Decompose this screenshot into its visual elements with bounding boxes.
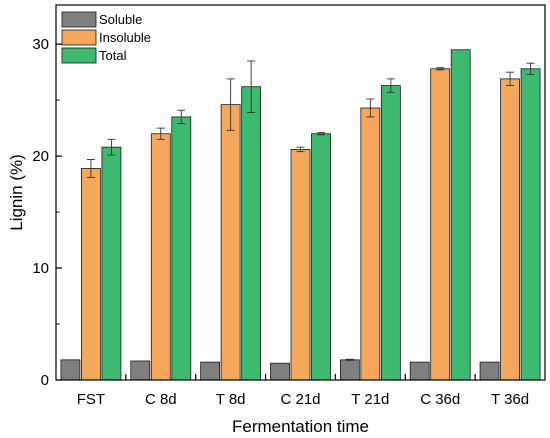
legend-label-soluble: Soluble	[99, 12, 142, 27]
error-bar-insoluble-0	[86, 159, 95, 178]
x-tick-label-5: C 36d	[420, 391, 460, 408]
bar-insoluble-6	[500, 78, 520, 381]
x-tick-label-1: C 8d	[145, 391, 177, 408]
y-tick-label-30: 30	[32, 36, 49, 53]
bar-insoluble-4	[360, 107, 381, 381]
error-bar-total-1	[177, 109, 186, 125]
legend-swatch-total	[61, 47, 97, 64]
bar-soluble-4	[339, 359, 360, 381]
x-tick-label-0: FST	[77, 391, 105, 408]
bar-total-2	[241, 86, 262, 381]
error-bar-insoluble-5	[436, 67, 445, 71]
error-bar-insoluble-4	[366, 98, 375, 118]
x-axis-title: Fermentation time	[232, 417, 369, 436]
error-bar-insoluble-6	[506, 71, 515, 87]
bar-soluble-1	[130, 360, 151, 381]
bar-insoluble-1	[150, 133, 171, 381]
bar-total-4	[380, 85, 401, 381]
bar-soluble-6	[479, 361, 500, 381]
error-bar-total-2	[247, 60, 256, 113]
error-bar-total-4	[386, 78, 395, 93]
chart-marks	[60, 49, 541, 381]
x-tick-label-6: T 36d	[491, 391, 529, 408]
error-bar-insoluble-3	[296, 146, 305, 153]
legend-swatch-soluble	[61, 11, 97, 28]
y-tick-label-10: 10	[32, 260, 49, 277]
error-bar-soluble-4	[345, 358, 354, 361]
bar-total-0	[101, 146, 122, 381]
bar-insoluble-0	[81, 168, 101, 381]
bar-total-6	[520, 68, 541, 381]
error-bar-total-0	[107, 138, 116, 156]
error-bar-total-3	[317, 132, 325, 136]
y-tick-label-0: 0	[41, 372, 49, 389]
bar-insoluble-5	[430, 68, 451, 381]
y-tick-label-20: 20	[32, 148, 49, 165]
bar-insoluble-2	[220, 104, 241, 381]
error-bar-insoluble-1	[156, 127, 165, 140]
bar-insoluble-3	[290, 149, 311, 381]
chart-legend: Soluble Insoluble Total	[61, 11, 151, 64]
legend-label-insoluble: Insoluble	[99, 30, 151, 45]
bar-soluble-3	[270, 362, 290, 381]
legend-swatch-insoluble	[61, 29, 97, 46]
bar-total-1	[171, 116, 192, 381]
bar-soluble-0	[60, 359, 81, 381]
bar-soluble-5	[409, 361, 430, 381]
chart-axes: 0 10 20 30 FST C 8d T 8d C 21d T 21d C 36d T 36d	[32, 4, 546, 408]
plot-frame	[55, 4, 546, 381]
bar-total-5	[450, 49, 471, 381]
legend-label-total: Total	[99, 48, 127, 63]
error-bar-total-6	[526, 62, 535, 75]
x-tick-label-4: T 21d	[351, 391, 389, 408]
y-axis-title: Lignin (%)	[7, 154, 26, 231]
x-tick-label-2: T 8d	[216, 391, 246, 408]
bar-soluble-2	[200, 361, 221, 381]
error-bar-insoluble-2	[226, 78, 235, 131]
bar-total-3	[311, 133, 331, 381]
x-tick-label-3: C 21d	[280, 391, 320, 408]
